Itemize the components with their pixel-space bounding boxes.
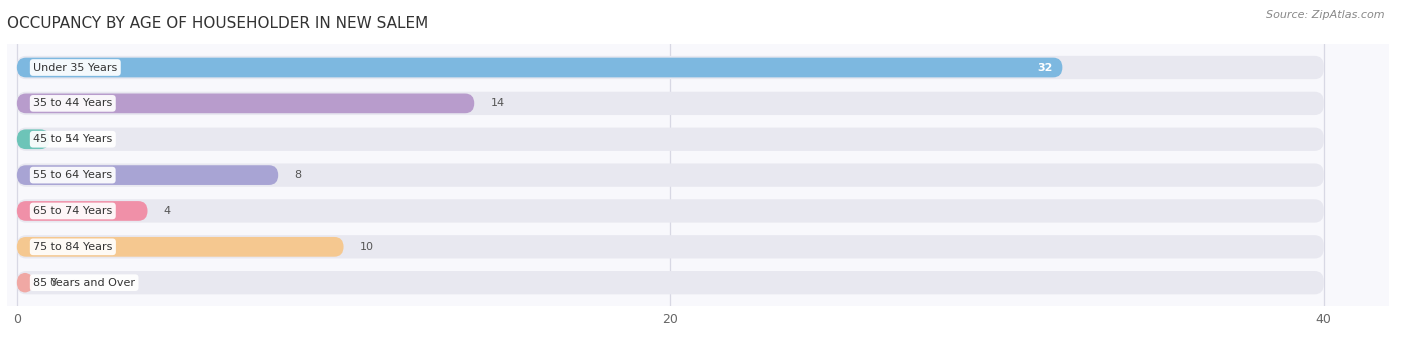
Text: 35 to 44 Years: 35 to 44 Years [34,98,112,108]
FancyBboxPatch shape [17,165,278,185]
Text: 4: 4 [165,206,172,216]
FancyBboxPatch shape [17,58,1063,78]
Text: 65 to 74 Years: 65 to 74 Years [34,206,112,216]
Text: Under 35 Years: Under 35 Years [34,63,118,72]
Text: 85 Years and Over: 85 Years and Over [34,278,135,288]
Text: 10: 10 [360,242,374,252]
FancyBboxPatch shape [17,56,1324,79]
Text: 45 to 54 Years: 45 to 54 Years [34,134,112,144]
FancyBboxPatch shape [17,235,1324,258]
Text: 14: 14 [491,98,505,108]
Text: 55 to 64 Years: 55 to 64 Years [34,170,112,180]
FancyBboxPatch shape [17,164,1324,187]
FancyBboxPatch shape [17,273,34,292]
FancyBboxPatch shape [17,271,1324,294]
FancyBboxPatch shape [17,201,148,221]
FancyBboxPatch shape [17,128,1324,151]
Text: 1: 1 [66,134,73,144]
FancyBboxPatch shape [17,92,1324,115]
Text: 8: 8 [295,170,302,180]
Text: Source: ZipAtlas.com: Source: ZipAtlas.com [1267,10,1385,20]
FancyBboxPatch shape [17,237,343,257]
FancyBboxPatch shape [17,199,1324,223]
FancyBboxPatch shape [17,130,49,149]
Text: 32: 32 [1038,63,1053,72]
Text: OCCUPANCY BY AGE OF HOUSEHOLDER IN NEW SALEM: OCCUPANCY BY AGE OF HOUSEHOLDER IN NEW S… [7,16,429,31]
Text: 75 to 84 Years: 75 to 84 Years [34,242,112,252]
FancyBboxPatch shape [17,94,474,113]
Text: 0: 0 [49,278,56,288]
